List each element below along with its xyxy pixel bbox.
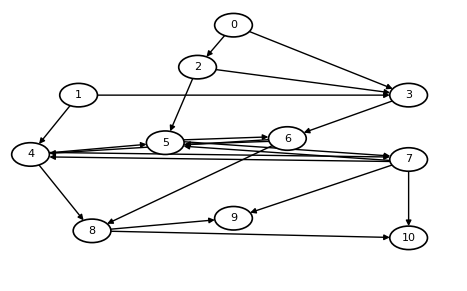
Text: 5: 5 bbox=[162, 138, 169, 148]
Text: 7: 7 bbox=[405, 155, 412, 164]
Text: 8: 8 bbox=[88, 226, 96, 236]
Text: 2: 2 bbox=[194, 62, 201, 72]
Text: 9: 9 bbox=[230, 213, 237, 223]
Text: 10: 10 bbox=[402, 233, 416, 243]
Text: 6: 6 bbox=[284, 134, 291, 143]
Text: 0: 0 bbox=[230, 20, 237, 30]
Circle shape bbox=[215, 207, 252, 230]
Circle shape bbox=[390, 84, 427, 107]
Text: 3: 3 bbox=[405, 90, 412, 100]
Circle shape bbox=[390, 226, 427, 250]
Circle shape bbox=[73, 219, 111, 243]
Circle shape bbox=[269, 127, 306, 150]
Text: 1: 1 bbox=[75, 90, 82, 100]
Circle shape bbox=[179, 55, 216, 79]
Circle shape bbox=[146, 131, 184, 155]
Circle shape bbox=[60, 84, 98, 107]
Text: 4: 4 bbox=[27, 150, 34, 159]
Circle shape bbox=[390, 148, 427, 171]
Circle shape bbox=[215, 13, 252, 37]
Circle shape bbox=[12, 143, 50, 166]
